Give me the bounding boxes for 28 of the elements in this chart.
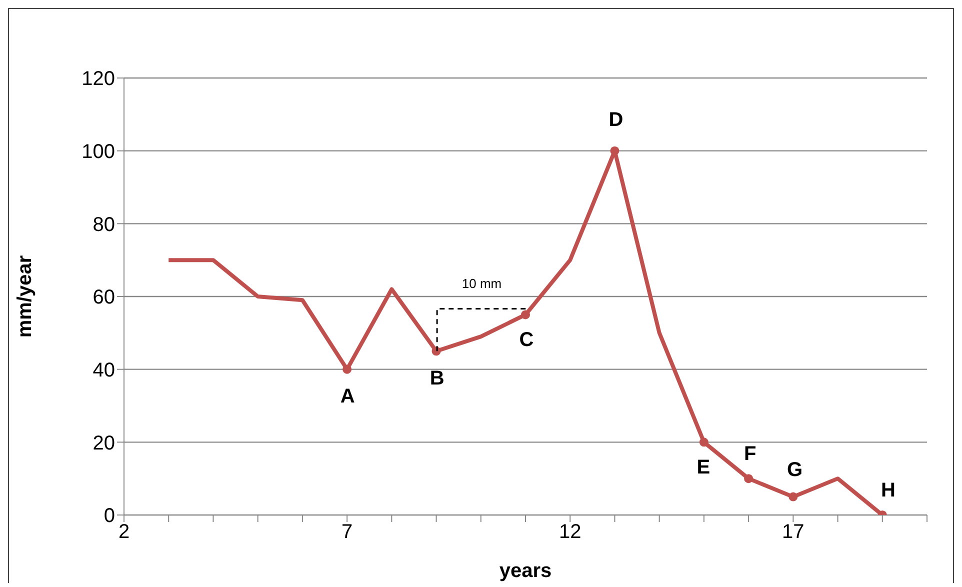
y-tick-label: 60 — [92, 286, 115, 309]
annotation: A — [340, 386, 355, 408]
point — [342, 364, 352, 374]
y-tick-label: 120 — [82, 68, 115, 90]
y-tick-label: 40 — [92, 359, 115, 382]
x-tick-label: 17 — [782, 521, 804, 544]
y-tick-label: 0 — [104, 505, 115, 528]
annotation: E — [696, 456, 710, 478]
point — [520, 310, 530, 320]
point — [610, 146, 620, 156]
annotation: 10 mm — [462, 276, 502, 292]
x-tick-label: 12 — [558, 521, 582, 544]
annotation: F — [744, 442, 756, 465]
annotation: H — [881, 479, 896, 502]
y-tick-label: 100 — [82, 140, 115, 163]
y-axis-title: mm/year — [14, 255, 36, 338]
annotation: D — [608, 109, 624, 132]
point — [788, 492, 798, 502]
x-tick-label: 2 — [118, 521, 130, 544]
y-tick-label: 20 — [92, 432, 115, 454]
x-axis-title: years — [499, 560, 552, 582]
y-tick-label: 80 — [92, 214, 115, 236]
point — [699, 438, 708, 447]
annotation: G — [787, 459, 803, 482]
annotation: C — [519, 328, 534, 351]
annotation: B — [430, 367, 444, 390]
x-tick-label: 7 — [341, 521, 353, 544]
point — [744, 474, 754, 484]
